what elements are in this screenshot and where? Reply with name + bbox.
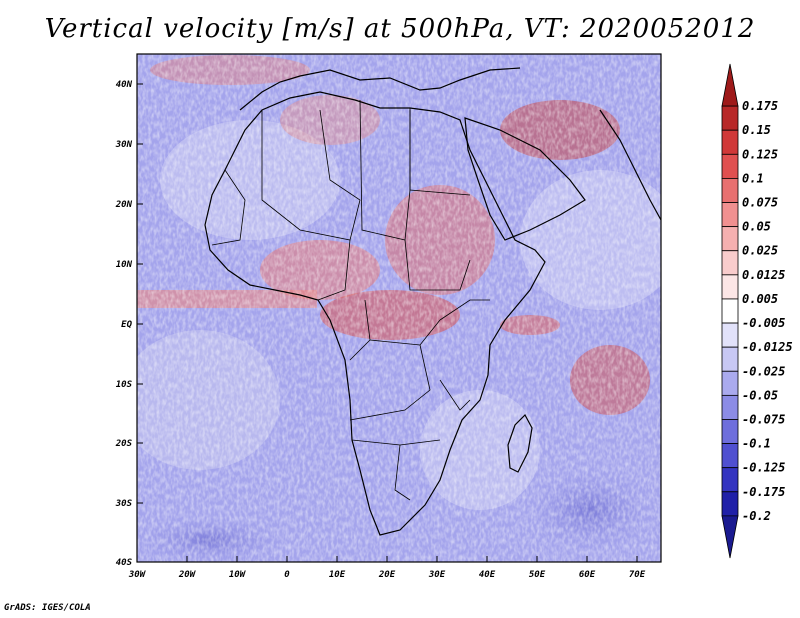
colorbar-label: -0.0125 xyxy=(742,340,793,354)
lon-label: 40E xyxy=(479,570,496,580)
madagascar-coastline xyxy=(507,414,533,473)
lon-label: 60E xyxy=(579,570,596,580)
colorbar-swatch xyxy=(721,370,739,396)
colorbar-swatch xyxy=(721,250,739,276)
colorbar-label: -0.005 xyxy=(742,316,785,330)
arabia-coastline xyxy=(464,117,586,241)
map-frame xyxy=(136,53,662,563)
lat-label: 20N xyxy=(115,200,133,210)
colorbar-top-arrow xyxy=(721,63,739,107)
lat-label: 30N xyxy=(115,140,133,150)
colorbar-swatch xyxy=(721,274,739,300)
colorbar-label: 0.025 xyxy=(742,244,778,258)
colorbar-swatch xyxy=(721,129,739,155)
lon-label: 20E xyxy=(378,570,396,580)
colorbar-label: -0.05 xyxy=(742,388,778,402)
lon-label: 10E xyxy=(329,570,346,580)
colorbar-swatch xyxy=(721,178,739,203)
colorbar-swatch xyxy=(721,346,739,372)
colorbar-label: 0.0125 xyxy=(742,268,785,282)
grads-footer: GrADS: IGES/COLA xyxy=(4,603,91,613)
lat-label: 10N xyxy=(116,260,133,270)
lon-label: 70E xyxy=(629,570,646,580)
colorbar-label: 0.075 xyxy=(742,196,778,210)
velocity-field xyxy=(137,54,661,562)
lon-label: 50E xyxy=(529,570,546,580)
country-borders xyxy=(211,99,490,501)
lat-label: 30S xyxy=(115,499,133,509)
colorbar-swatch xyxy=(721,322,739,348)
colorbar-label: 0.005 xyxy=(742,292,778,306)
lat-label: 40S xyxy=(116,558,133,568)
colorbar-label: 0.15 xyxy=(742,123,771,137)
colorbar-swatch xyxy=(721,202,739,228)
colorbar: 0.175 0.15 0.125 0.1 0.075 0.05 0.025 0.0125 0.0… xyxy=(721,63,793,559)
colorbar-swatch xyxy=(721,443,739,469)
map-title: Vertical velocity [m/s] at 500hPa, VT: 2… xyxy=(44,14,756,44)
lon-label: 30W xyxy=(128,570,147,580)
colorbar-label: -0.075 xyxy=(742,412,785,426)
colorbar-bottom-arrow xyxy=(721,515,739,559)
colorbar-label: 0.125 xyxy=(742,147,778,161)
colorbar-label: -0.125 xyxy=(742,461,785,475)
colorbar-label: -0.2 xyxy=(742,509,771,523)
lon-label: 10W xyxy=(229,570,247,580)
lat-label: 10S xyxy=(116,380,133,390)
africa-coastline xyxy=(204,91,546,536)
colorbar-swatch xyxy=(721,394,739,420)
colorbar-swatch xyxy=(721,298,739,324)
lat-label: 40N xyxy=(116,80,133,90)
lat-label: EQ xyxy=(121,320,132,330)
colorbar-label: 0.175 xyxy=(742,99,778,113)
lon-label: 0 xyxy=(284,570,290,580)
colorbar-label: 0.05 xyxy=(742,220,771,234)
lat-axis: 40N 30N 20N 10N EQ 10S 20S 30S 40S xyxy=(115,80,143,568)
lat-label: 20S xyxy=(115,439,133,449)
colorbar-label: -0.175 xyxy=(742,485,785,499)
lon-axis: 30W 20W 10W 0 10E 20E 30E 40E 50E 60E 70… xyxy=(128,556,646,580)
colorbar-swatch xyxy=(721,153,739,179)
lon-label: 20W xyxy=(178,570,197,580)
colorbar-swatch xyxy=(721,226,739,252)
colorbar-swatch xyxy=(721,105,739,131)
colorbar-label: -0.025 xyxy=(742,364,785,378)
colorbar-label: -0.1 xyxy=(742,437,771,451)
colorbar-swatch xyxy=(721,419,739,444)
europe-coastline xyxy=(239,67,521,111)
colorbar-label: 0.1 xyxy=(742,171,764,185)
colorbar-swatch xyxy=(721,491,739,517)
asia-coastline xyxy=(599,109,661,221)
colorbar-swatch xyxy=(721,467,739,493)
lon-label: 30E xyxy=(428,570,446,580)
